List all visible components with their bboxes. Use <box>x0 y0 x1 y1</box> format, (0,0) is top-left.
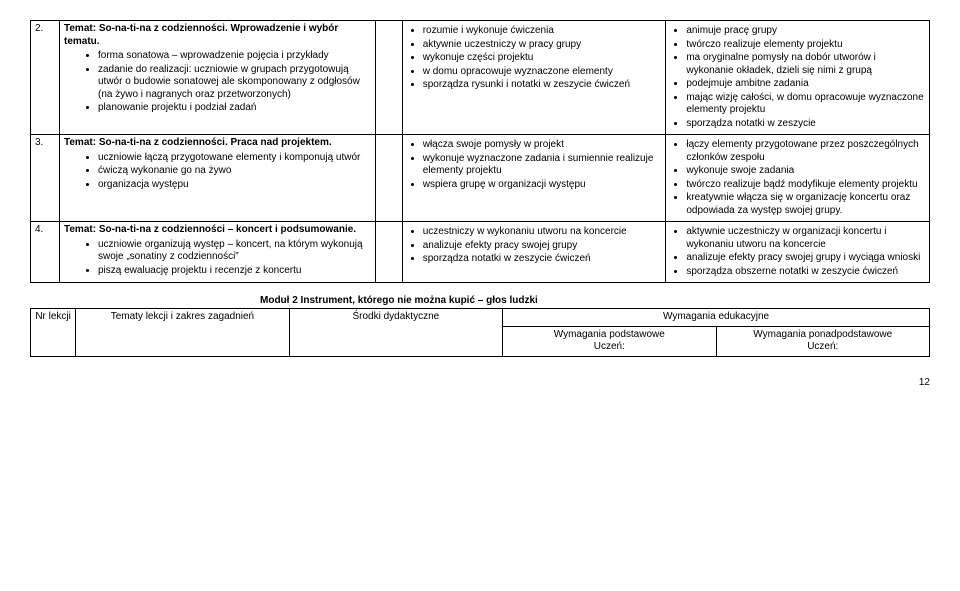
req-bullet: aktywnie uczestniczy w pracy grupy <box>423 39 662 52</box>
module-header-table: Nr lekcji Tematy lekcji i zakres zagadni… <box>30 308 930 357</box>
req-bullet: sporządza rysunki i notatki w zeszycie ć… <box>423 79 662 92</box>
req-bullet: wykonuje swoje zadania <box>686 165 925 178</box>
req-bullet: mając wizję całości, w domu opracowuje w… <box>686 92 925 117</box>
req-bullet: rozumie i wykonuje ćwiczenia <box>423 25 662 38</box>
row-number: 4. <box>31 222 60 283</box>
req-bullet: kreatywnie włącza się w organizację konc… <box>686 192 925 217</box>
header-wym-pod: Wymagania podstawowe Uczeń: <box>503 326 716 356</box>
header-wym-ponad: Wymagania ponadpodstawowe Uczeń: <box>716 326 930 356</box>
topic-cell: Temat: So-na-ti-na z codzienności – konc… <box>60 222 376 283</box>
requirements-basic: rozumie i wykonuje ćwiczeniaaktywnie ucz… <box>402 21 666 135</box>
req-bullet: ma oryginalne pomysły na dobór utworów i… <box>686 52 925 77</box>
req-bullet: wykonuje części projektu <box>423 52 662 65</box>
topic-bullet: forma sonatowa – wprowadzenie pojęcia i … <box>98 50 371 63</box>
req-bullet: łączy elementy przygotowane przez poszcz… <box>686 139 925 164</box>
topic-cell: Temat: So-na-ti-na z codzienności. Wprow… <box>60 21 376 135</box>
topic-title: Temat: So-na-ti-na z codzienności. Praca… <box>64 137 371 150</box>
topic-bullet: ćwiczą wykonanie go na żywo <box>98 165 371 178</box>
topic-bullet: planowanie projektu i podział zadań <box>98 102 371 115</box>
req-bullet: wspiera grupę w organizacji występu <box>423 179 662 192</box>
topic-bullet: piszą ewaluację projektu i recenzje z ko… <box>98 265 371 278</box>
topic-bullet: zadanie do realizacji: uczniowie w grupa… <box>98 64 371 102</box>
req-bullet: analizuje efekty pracy swojej grupy i wy… <box>686 252 925 265</box>
req-bullet: twórczo realizuje elementy projektu <box>686 39 925 52</box>
topic-cell: Temat: So-na-ti-na z codzienności. Praca… <box>60 135 376 222</box>
req-bullet: analizuje efekty pracy swojej grupy <box>423 240 662 253</box>
empty-cell <box>376 21 402 135</box>
req-bullet: sporządza notatki w zeszycie <box>686 118 925 131</box>
req-bullet: uczestniczy w wykonaniu utworu na koncer… <box>423 226 662 239</box>
topic-bullet: organizacja występu <box>98 179 371 192</box>
header-nr: Nr lekcji <box>31 309 76 357</box>
topic-bullet: uczniowie łączą przygotowane elementy i … <box>98 152 371 165</box>
header-srodki: Środki dydaktyczne <box>289 309 502 357</box>
requirements-basic: włącza swoje pomysły w projektwykonuje w… <box>402 135 666 222</box>
req-bullet: twórczo realizuje bądź modyfikuje elemen… <box>686 179 925 192</box>
row-number: 2. <box>31 21 60 135</box>
req-bullet: aktywnie uczestniczy w organizacji konce… <box>686 226 925 251</box>
req-bullet: podejmuje ambitne zadania <box>686 78 925 91</box>
empty-cell <box>376 135 402 222</box>
req-bullet: animuje pracę grupy <box>686 25 925 38</box>
content-table: 2.Temat: So-na-ti-na z codzienności. Wpr… <box>30 20 930 283</box>
topic-bullet: uczniowie organizują występ – koncert, n… <box>98 239 371 264</box>
requirements-extended: łączy elementy przygotowane przez poszcz… <box>666 135 930 222</box>
requirements-extended: animuje pracę grupytwórczo realizuje ele… <box>666 21 930 135</box>
req-bullet: wykonuje wyznaczone zadania i sumiennie … <box>423 153 662 178</box>
header-wym-edu: Wymagania edukacyjne <box>503 309 930 327</box>
req-bullet: w domu opracowuje wyznaczone elementy <box>423 66 662 79</box>
requirements-extended: aktywnie uczestniczy w organizacji konce… <box>666 222 930 283</box>
module-title: Moduł 2 Instrument, którego nie można ku… <box>260 295 930 306</box>
topic-title: Temat: So-na-ti-na z codzienności. Wprow… <box>64 23 371 48</box>
row-number: 3. <box>31 135 60 222</box>
empty-cell <box>376 222 402 283</box>
req-bullet: sporządza notatki w zeszycie ćwiczeń <box>423 253 662 266</box>
requirements-basic: uczestniczy w wykonaniu utworu na koncer… <box>402 222 666 283</box>
req-bullet: sporządza obszerne notatki w zeszycie ćw… <box>686 266 925 279</box>
req-bullet: włącza swoje pomysły w projekt <box>423 139 662 152</box>
topic-title: Temat: So-na-ti-na z codzienności – konc… <box>64 224 371 237</box>
page-number: 12 <box>30 377 930 388</box>
header-topics: Tematy lekcji i zakres zagadnień <box>76 309 289 357</box>
